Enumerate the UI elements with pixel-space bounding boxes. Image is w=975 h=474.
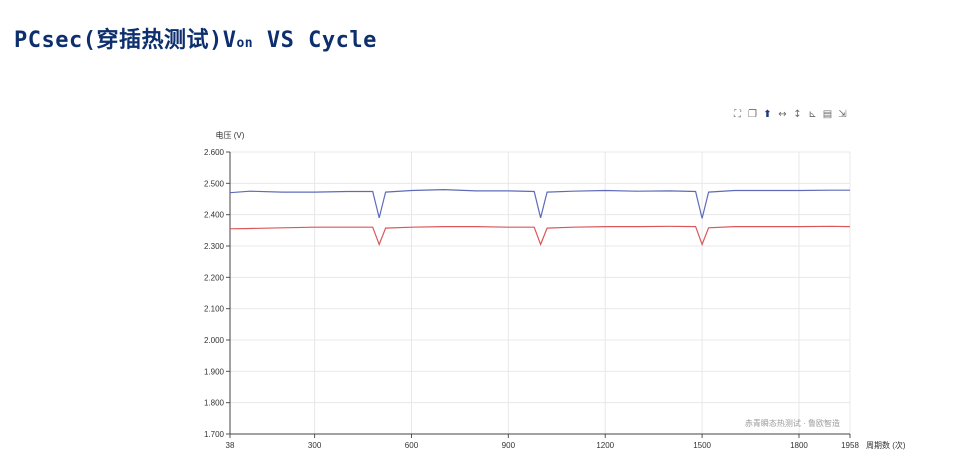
x-tick-label: 1958 xyxy=(841,441,859,450)
x-tick-label: 900 xyxy=(502,441,516,450)
y-tick-label: 1.800 xyxy=(204,399,225,408)
y-tick-label: 2.300 xyxy=(204,242,225,251)
chart-toolbox: ⛶ ❐ ⬆ ↔ ↕ ⊾ ▤ ⇲ xyxy=(731,108,849,121)
x-tick-label: 1800 xyxy=(790,441,808,450)
x-tick-label: 600 xyxy=(405,441,419,450)
y-tick-label: 2.600 xyxy=(204,148,225,157)
zoom-icon[interactable]: ⛶ xyxy=(734,109,741,120)
x-tick-label: 38 xyxy=(226,441,235,450)
slide-title: PCsec(穿插热测试)Von VS Cycle xyxy=(14,28,377,53)
x-tick-label: 1200 xyxy=(596,441,614,450)
x-tick-label: 300 xyxy=(308,441,322,450)
chart-axes: 1.700 1.800 1.900 2.000 2.100 2.200 2.300 2.400… xyxy=(204,148,859,450)
y-tick-label: 2.100 xyxy=(204,305,225,314)
y-tick-label: 1.900 xyxy=(204,367,225,376)
y-tick-label: 2.000 xyxy=(204,336,225,345)
x-tick-label: 1500 xyxy=(693,441,711,450)
y-tick-label: 2.400 xyxy=(204,211,225,220)
series-line-2 xyxy=(229,225,851,247)
save-image-icon[interactable]: ⬆ xyxy=(763,109,772,120)
y-tick-label: 2.200 xyxy=(204,273,225,282)
data-view-icon[interactable]: ▤ xyxy=(822,109,833,120)
plot-frame xyxy=(229,151,851,435)
grid-lines xyxy=(229,151,851,435)
y-axis-label: 电压 (V) xyxy=(216,130,245,140)
chart-series xyxy=(229,188,851,247)
restore-icon[interactable]: ❐ xyxy=(748,109,757,120)
line-chart-icon[interactable]: ⊾ xyxy=(808,109,817,120)
series-line-1 xyxy=(229,188,850,219)
horizontal-range-icon[interactable]: ↔ xyxy=(778,109,787,120)
watermark-text: 赤青瞬态热测试 · 鲁欧智造 xyxy=(745,418,840,428)
y-tick-label: 2.500 xyxy=(204,179,225,188)
vertical-range-icon[interactable]: ↕ xyxy=(793,109,802,120)
x-axis-label: 周期数 (次) xyxy=(866,440,906,450)
y-tick-label: 1.700 xyxy=(204,430,225,439)
restore-view-icon[interactable]: ⇲ xyxy=(838,109,847,120)
